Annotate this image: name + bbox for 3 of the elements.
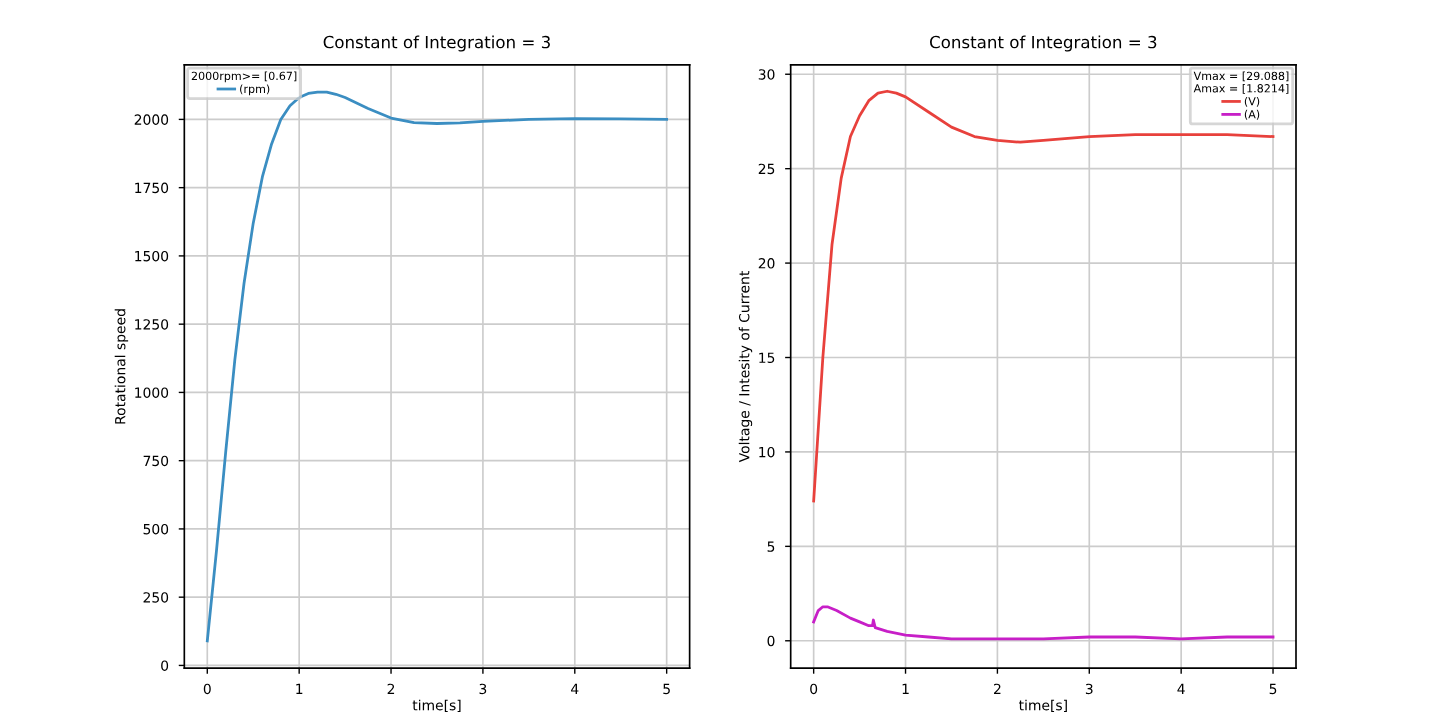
chart-title: Constant of Integration = 3 xyxy=(323,35,550,52)
line-series xyxy=(812,605,1275,641)
chart-title: Constant of Integration = 3 xyxy=(929,35,1157,52)
